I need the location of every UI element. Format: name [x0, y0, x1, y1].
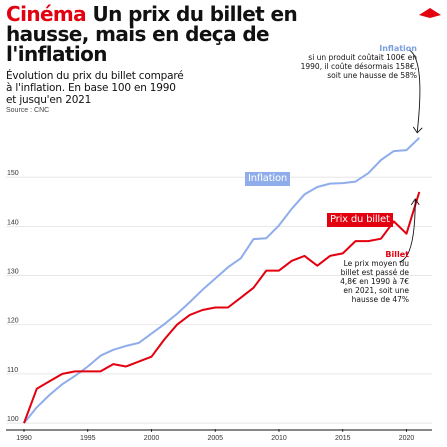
series-lines [23, 137, 421, 424]
x-tick-label: 2005 [207, 435, 223, 442]
x-tick-label: 1995 [80, 435, 96, 442]
billet-annotation-text: Le prix moyen du billet est passé de 4,8… [340, 259, 409, 304]
billet-arrowhead-icon [410, 198, 420, 206]
inflation-annotation-text: si un produit coûtait 100€ en 1990, il c… [300, 53, 417, 80]
chart-source: Source : CNC [6, 107, 50, 114]
billet-series-label: Prix du billet [327, 213, 393, 227]
billet-arrow-icon [399, 199, 416, 263]
billet-annotation: Billet Le prix moyen du billet est passé… [329, 250, 409, 304]
y-tick-label: 140 [7, 219, 19, 226]
x-tick-label: 1990 [16, 435, 32, 442]
inflation-annotation-head: Inflation [379, 44, 417, 53]
y-tick-label: 130 [7, 269, 19, 276]
brand-logo-icon [419, 8, 441, 18]
chart-subtitle: Évolution du prix du billet comparé à l'… [6, 70, 184, 106]
title-kicker: Cinéma [6, 2, 87, 26]
billet-line [23, 191, 421, 424]
inflation-annotation: Inflation si un produit coûtait 100€ en … [297, 44, 417, 80]
x-tick-labels: 1990 1995 2000 2005 2010 2015 2020 [16, 429, 414, 442]
title-main: Un prix du billet en hausse, mais en deç… [6, 2, 298, 66]
inflation-line [23, 137, 420, 424]
title-block: Cinéma Un prix du billet en hausse, mais… [6, 4, 306, 114]
y-tick-labels: 100 110 120 130 140 150 [7, 170, 19, 423]
y-tick-label: 120 [7, 318, 19, 325]
y-tick-label: 150 [7, 170, 19, 177]
inflation-arrow-icon [408, 49, 421, 132]
inflation-arrowhead-icon [412, 126, 423, 134]
chart-title: Cinéma Un prix du billet en hausse, mais… [6, 4, 306, 64]
x-tick-label: 2010 [271, 435, 287, 442]
annotation-arrows [399, 49, 423, 263]
x-tick-label: 2020 [399, 435, 415, 442]
y-tick-label: 110 [7, 367, 18, 374]
y-tick-label: 100 [7, 416, 19, 423]
x-tick-label: 2000 [144, 435, 160, 442]
billet-annotation-head: Billet [385, 250, 409, 259]
inflation-series-label: Inflation [245, 172, 291, 186]
x-tick-label: 2015 [335, 435, 351, 442]
